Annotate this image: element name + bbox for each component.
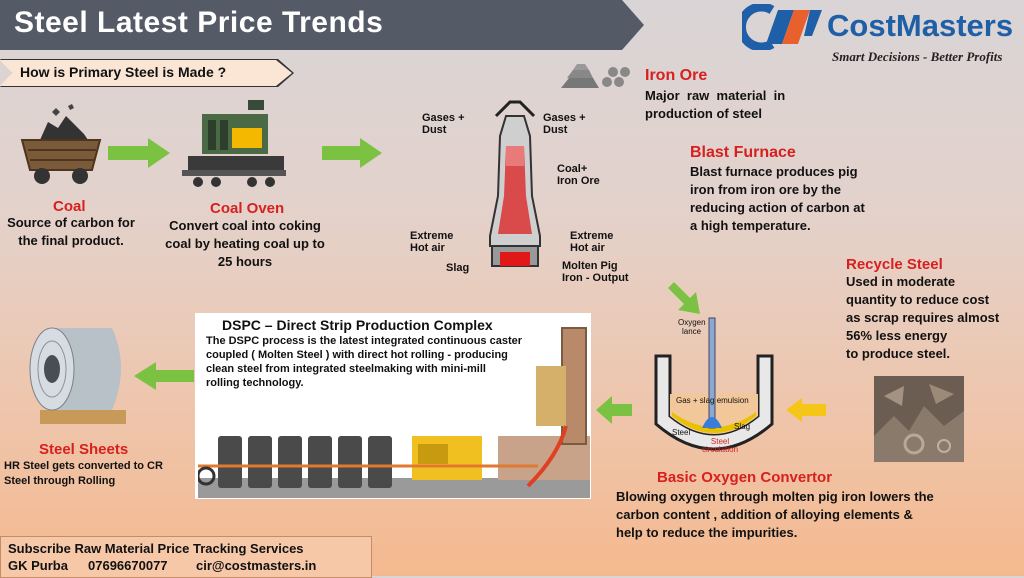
coal-oven-desc: Convert coal into coking coal by heating… [160, 217, 330, 271]
recycle-desc: Used in moderate quantity to reduce cost… [846, 273, 1016, 363]
iron-ore-desc-line: Major raw material in [645, 88, 786, 103]
label-line: Steel [710, 437, 730, 446]
steel-sheets-title: Steel Sheets [39, 441, 129, 458]
subscribe-text: Subscribe Raw Material Price Tracking Se… [8, 541, 304, 556]
iron-ore-desc-line: production of steel [645, 106, 762, 121]
arrow-right-icon [108, 138, 170, 168]
slag-label: Slag [446, 262, 470, 274]
arrow-right-icon [322, 138, 382, 168]
footer-panel [0, 536, 372, 578]
dspc-title: DSPC – Direct Strip Production Complex [222, 317, 493, 333]
bof-title: Basic Oxygen Convertor [657, 469, 833, 486]
subtitle-banner [0, 60, 292, 86]
coal-oven-desc-line: Convert coal into coking [169, 218, 321, 233]
coal-cart-icon [20, 104, 102, 184]
label-line: Iron Ore [557, 175, 600, 187]
costmasters-logo-icon [742, 4, 822, 50]
blast-furnace-title: Blast Furnace [690, 144, 796, 161]
coal-desc-line: Source of carbon for [7, 215, 135, 230]
label-line: Gases + [543, 112, 586, 124]
label-line: Hot air [570, 242, 605, 254]
scrap-metal-image-icon [874, 376, 964, 462]
oxygen-lance-label: Oxygen lance [678, 318, 706, 336]
label-line: lance [682, 327, 702, 336]
gases-left-label: Gases + Dust [422, 112, 465, 136]
sheets-desc-line: HR Steel gets converted to CR [4, 460, 163, 472]
hot-air-right-label: Extreme Hot air [570, 230, 613, 254]
recycle-desc-line: as scrap requires almost [846, 310, 1000, 325]
title-banner [0, 0, 644, 50]
rolling-mill-icon [198, 327, 590, 498]
dspc-desc-line: coupled ( Molten Steel ) with direct hot… [206, 349, 508, 361]
bof-desc: Blowing oxygen through molten pig iron l… [616, 488, 946, 542]
label-line: Coal+ [557, 163, 588, 175]
gases-right-label: Gases + Dust [543, 112, 586, 136]
bof-desc-line: help to reduce the impurities. [616, 525, 798, 540]
basic-oxygen-convertor-icon [654, 317, 774, 451]
recycle-desc-line: quantity to reduce cost [846, 292, 990, 307]
contact-email[interactable]: cir@costmasters.in [196, 558, 317, 573]
coal-oven-desc-line: 25 hours [217, 254, 273, 269]
coal-oven-desc-line: coal by heating coal up to [165, 236, 325, 251]
coal-iron-label: Coal+ Iron Ore [557, 163, 600, 187]
blast-furnace-desc-line: a high temperature. [690, 218, 811, 233]
page-title: Steel Latest Price Trends [14, 6, 384, 39]
label-line: Extreme [570, 230, 614, 242]
blast-furnace-desc-line: iron from iron ore by the [690, 182, 841, 197]
arrow-left-icon [786, 398, 826, 422]
coal-oven-icon [182, 100, 286, 187]
label-line: Extreme [410, 230, 454, 242]
dspc-desc-line: The DSPC process is the latest integrate… [206, 335, 523, 347]
dspc-desc-line: rolling technology. [206, 377, 304, 389]
blast-furnace-icon [489, 100, 541, 267]
label-line: Hot air [410, 242, 445, 254]
bof-desc-line: carbon content , addition of alloying el… [616, 507, 913, 522]
arrow-left-icon [596, 396, 632, 424]
blast-furnace-desc-line: reducing action of carbon at [690, 200, 865, 215]
label-line: Oxygen [678, 318, 706, 327]
sheets-desc-line: Steel through Rolling [4, 475, 116, 487]
iron-ore-icon [561, 64, 630, 88]
contact-phone[interactable]: 07696670077 [88, 558, 168, 573]
bof-desc-line: Blowing oxygen through molten pig iron l… [616, 489, 934, 504]
steel-coil-icon [29, 327, 126, 424]
dspc-desc-line: clean steel from integrated steelmaking … [206, 363, 486, 375]
iron-ore-desc: Major raw material in production of stee… [645, 87, 823, 123]
label-line: Dust [543, 124, 568, 136]
recycle-desc-line: to produce steel. [846, 346, 951, 361]
coal-title: Coal [53, 198, 86, 215]
label-line: Gases + [422, 112, 465, 124]
recycle-desc-line: Used in moderate [846, 274, 956, 289]
iron-ore-title: Iron Ore [645, 67, 708, 84]
subtitle: How is Primary Steel is Made ? [20, 64, 227, 80]
molten-iron-label: Molten Pig Iron - Output [562, 260, 629, 284]
arrow-left-icon [134, 362, 194, 390]
emulsion-label: Gas + slag emulsion [676, 396, 749, 405]
blast-furnace-desc: Blast furnace produces pig iron from iro… [690, 163, 870, 235]
label-line: Molten Pig [562, 260, 618, 272]
label-line: circulation [702, 445, 739, 454]
steel-circulation-label: Steel circulation [702, 438, 738, 454]
logo-tagline: Smart Decisions - Better Profits [832, 49, 1003, 64]
coal-desc-line: the final product. [18, 233, 124, 248]
dspc-desc: The DSPC process is the latest integrate… [206, 334, 526, 390]
coal-oven-title: Coal Oven [210, 200, 285, 217]
bof-slag-label: Slag [734, 422, 751, 431]
coal-desc: Source of carbon for the final product. [4, 214, 138, 250]
hot-air-left-label: Extreme Hot air [410, 230, 453, 254]
recycle-title: Recycle Steel [846, 256, 943, 273]
steel-label: Steel [672, 428, 691, 437]
arrow-down-right-icon [668, 282, 700, 314]
label-line: Dust [422, 124, 447, 136]
recycle-desc-line: 56% less energy [846, 328, 948, 343]
blast-furnace-desc-line: Blast furnace produces pig [690, 164, 858, 179]
steel-sheets-desc: HR Steel gets converted to CR Steel thro… [4, 459, 163, 489]
logo-text: CostMasters [827, 8, 1014, 43]
label-line: Iron - Output [562, 272, 629, 284]
contact-name: GK Purba [8, 558, 68, 573]
